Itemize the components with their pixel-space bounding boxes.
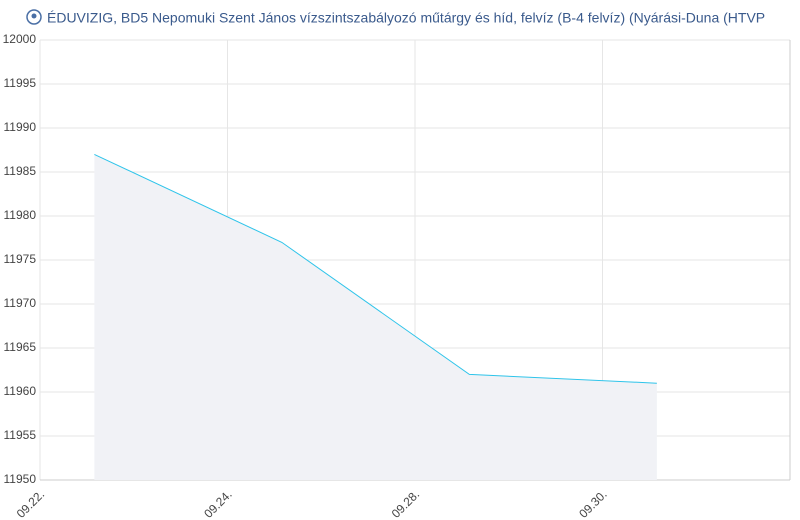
line — [94, 153, 657, 384]
y-tick-label: 11965 — [4, 340, 37, 354]
y-tick-label: 11980 — [4, 208, 37, 222]
logo-dot — [31, 13, 37, 19]
y-tick-label: 11970 — [4, 296, 37, 310]
y-tick-label: 11990 — [4, 120, 37, 134]
y-tick-label: 11955 — [4, 428, 37, 442]
y-tick-label: 11950 — [4, 472, 37, 486]
y-tick-label: 11995 — [4, 76, 37, 90]
y-tick-label: 11960 — [4, 384, 37, 398]
chart-title: ÉDUVIZIG, BD5 Nepomuki Szent János vízsz… — [47, 10, 765, 26]
y-tick-label: 11985 — [4, 164, 37, 178]
area — [94, 154, 657, 480]
y-tick-label: 11975 — [4, 252, 37, 266]
y-tick-label: 12000 — [3, 32, 37, 46]
